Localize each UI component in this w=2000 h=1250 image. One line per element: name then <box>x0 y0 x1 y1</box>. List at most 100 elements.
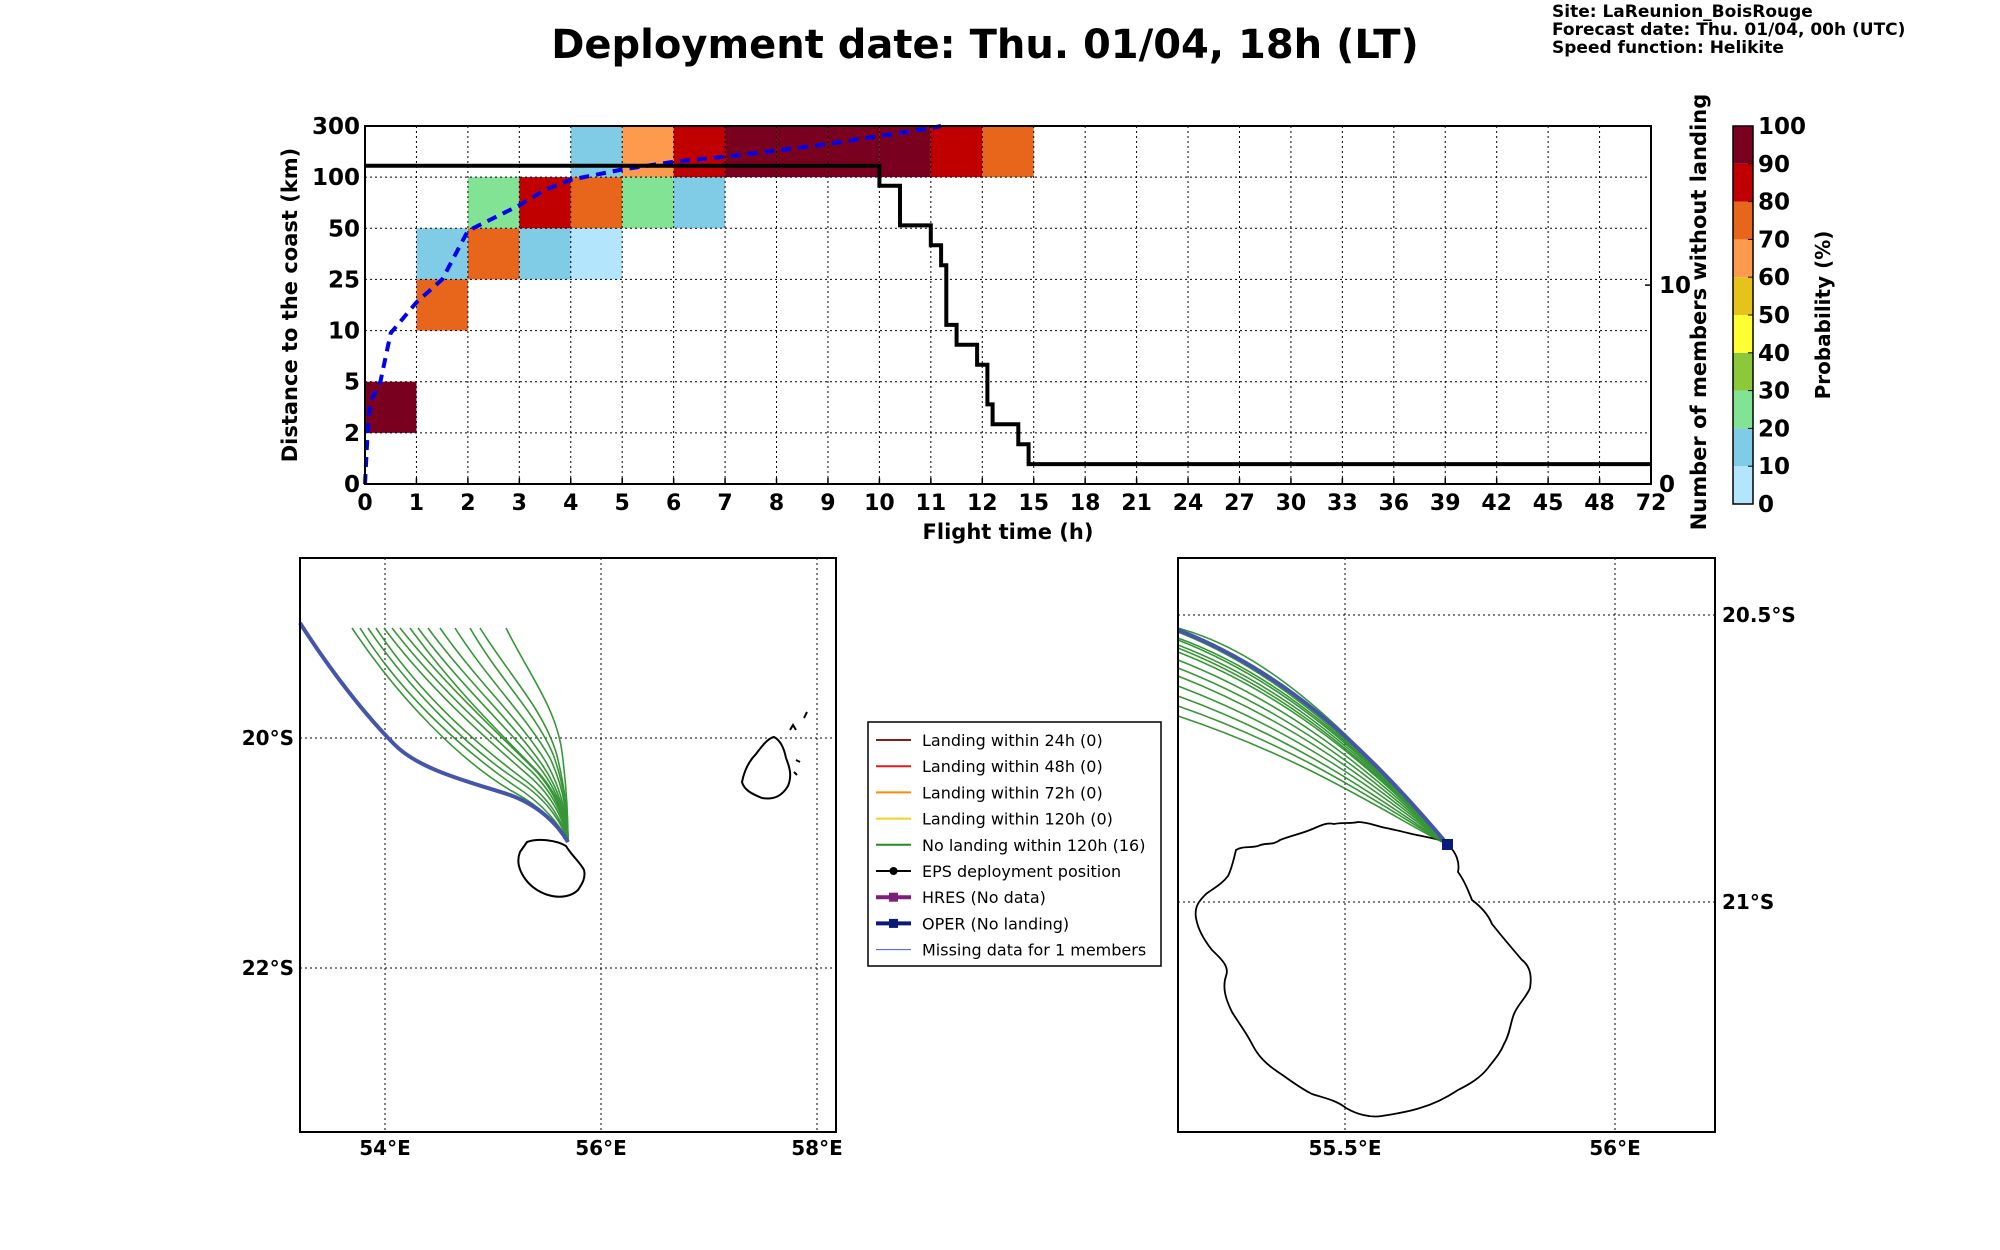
colorbar-tick-label: 20 <box>1758 416 1790 442</box>
x-tick-label: 6 <box>666 491 681 516</box>
x-tick-label: 2 <box>460 491 475 516</box>
map-right-lat-tick: 20.5°S <box>1722 603 1796 627</box>
colorbar-tick-label: 30 <box>1758 379 1790 405</box>
heatmap-cell <box>519 228 571 280</box>
heatmap-cell <box>673 177 726 229</box>
map-right-frame <box>1177 557 1716 1133</box>
map-right-grid <box>1178 558 1715 1132</box>
legend-label: Missing data for 1 members <box>922 941 1146 960</box>
colorbar-swatch <box>1733 352 1753 391</box>
heatmap-cell <box>570 126 623 178</box>
x-tick-label: 1 <box>409 491 424 516</box>
colorbar-swatch <box>1733 466 1753 504</box>
x-tick-label: 72 <box>1636 491 1667 516</box>
heatmap-cell <box>673 126 726 178</box>
colorbar-frame <box>1732 125 1754 505</box>
colorbar-swatch <box>1733 390 1753 429</box>
y-tick-label: 25 <box>328 267 360 293</box>
heatmap-cell <box>467 228 520 280</box>
map-right-lon-tick: 56°E <box>1589 1136 1641 1160</box>
colorbar-tick-label: 50 <box>1758 303 1790 329</box>
legend-marker <box>889 867 898 875</box>
y-tick-label: 0 <box>344 472 360 498</box>
legend-label: Landing within 72h (0) <box>922 783 1103 802</box>
legend-label: No landing within 120h (16) <box>922 836 1145 855</box>
legend-marker <box>889 892 898 902</box>
map-left-lon-tick: 54°E <box>359 1136 411 1160</box>
colorbar-tick-label: 100 <box>1758 114 1806 140</box>
y-tick-label: 100 <box>312 165 360 191</box>
x-tick-label: 42 <box>1481 491 1512 516</box>
heatmap-cell <box>776 126 828 178</box>
colorbar-swatch <box>1733 315 1753 353</box>
reunion-island-coastline <box>1194 821 1532 1118</box>
x-tick-label: 8 <box>769 491 784 516</box>
x-axis-label: Flight time (h) <box>923 520 1094 544</box>
x-tick-label: 9 <box>820 491 835 516</box>
x-tick-label: 10 <box>864 491 895 516</box>
colorbar-swatches <box>1733 126 1753 504</box>
colorbar-tick-label: 60 <box>1758 265 1790 291</box>
y2-tick-label: 0 <box>1659 472 1675 498</box>
map-left-trajectories <box>351 627 569 843</box>
heatmap-cell <box>827 126 880 178</box>
x-tick-label: 33 <box>1327 491 1358 516</box>
heatmap-cell <box>570 228 623 280</box>
map-left-oper-trajectory <box>298 621 570 844</box>
chart-grid <box>365 126 1651 484</box>
reunion-island-outline <box>517 838 586 898</box>
heatmap-cell <box>982 126 1034 178</box>
y-tick-label: 10 <box>328 319 360 345</box>
x-tick-label: 39 <box>1430 491 1461 516</box>
map-left-frame <box>299 557 837 1133</box>
colorbar-swatch <box>1733 201 1753 240</box>
x-tick-label: 4 <box>563 491 578 516</box>
colorbar-tick-label: 80 <box>1758 190 1790 216</box>
legend-label: EPS deployment position <box>922 862 1121 881</box>
x-tick-label: 3 <box>512 491 527 516</box>
y-tick-label: 300 <box>312 114 360 140</box>
heatmap-cell <box>365 381 417 433</box>
y2-tick-label: 10 <box>1659 273 1691 299</box>
y2-axis-ticks: 0 10 <box>1645 273 1691 498</box>
legend-frame <box>867 721 1162 967</box>
y-tick-label: 5 <box>344 370 360 396</box>
x-tick-label: 24 <box>1173 491 1204 516</box>
x-tick-label: 18 <box>1070 491 1101 516</box>
map-left-grid <box>300 558 836 1132</box>
median-distance-line <box>363 124 942 485</box>
rodrigues-islet-outline <box>789 711 808 776</box>
map-left-lat-tick: 20°S <box>242 726 294 750</box>
colorbar-tick-label: 70 <box>1758 227 1790 253</box>
legend-label: Landing within 24h (0) <box>922 731 1103 750</box>
y-axis-label: Distance to the coast (km) <box>278 148 302 463</box>
y-tick-label: 50 <box>328 216 360 242</box>
oper-deployment-marker <box>1442 839 1453 850</box>
colorbar-swatch <box>1733 277 1753 315</box>
map-right-lat-tick: 21°S <box>1722 890 1774 914</box>
legend-marker <box>889 918 898 928</box>
heatmap-cell <box>416 279 468 331</box>
colorbar-swatch <box>1733 428 1753 467</box>
x-tick-label: 21 <box>1121 491 1152 516</box>
map-right-trajectories <box>1177 627 1449 846</box>
map-left-coastlines <box>517 711 808 898</box>
members-without-landing-line <box>365 163 1651 467</box>
x-tick-label: 27 <box>1224 491 1255 516</box>
heatmap-cell <box>519 177 571 229</box>
y2-axis-label: Number of members without landing <box>1687 94 1711 531</box>
legend-items: Landing within 24h (0) Landing within 48h… <box>876 731 1146 960</box>
x-tick-label: 7 <box>717 491 732 516</box>
x-tick-label: 15 <box>1018 491 1049 516</box>
figure-title: Deployment date: Thu. 01/04, 18h (LT) <box>551 22 1419 68</box>
colorbar-ticks: 0 10 20 30 40 50 60 70 80 90 100 <box>1748 114 1806 518</box>
map-left-lon-tick: 58°E <box>791 1136 843 1160</box>
legend-label: Landing within 120h (0) <box>922 810 1113 829</box>
map-right-oper-trajectory <box>1177 628 1450 847</box>
y-tick-label: 2 <box>344 421 360 447</box>
x-tick-label: 30 <box>1276 491 1307 516</box>
x-tick-label: 12 <box>967 491 998 516</box>
site-label: Site: LaReunion_BoisRouge <box>1552 2 1813 22</box>
legend-label: OPER (No landing) <box>922 914 1069 933</box>
